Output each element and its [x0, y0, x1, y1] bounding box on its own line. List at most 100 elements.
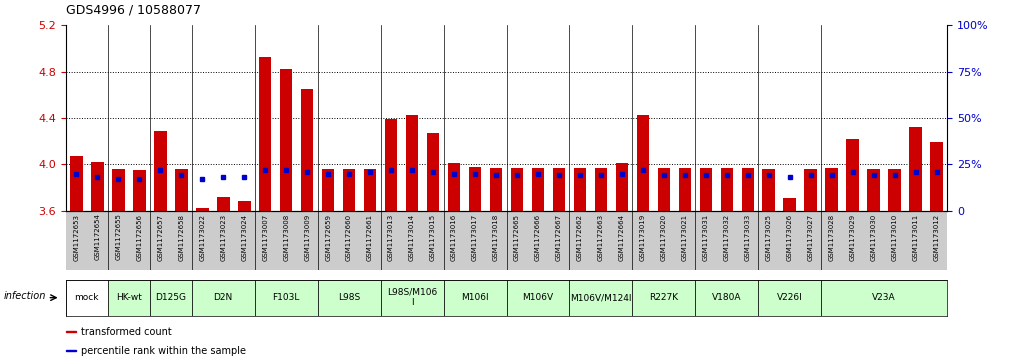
Bar — [381, 280, 444, 316]
Bar — [783, 198, 796, 211]
Bar — [196, 208, 209, 211]
Bar — [91, 162, 103, 211]
Text: GSM1173012: GSM1173012 — [934, 213, 940, 261]
Text: GSM1173029: GSM1173029 — [850, 213, 856, 261]
Text: R227K: R227K — [649, 293, 679, 302]
Text: GSM1173025: GSM1173025 — [766, 213, 772, 261]
Bar — [553, 168, 565, 211]
Bar — [66, 331, 76, 333]
Bar — [657, 168, 671, 211]
Text: M106I: M106I — [461, 293, 489, 302]
Text: L98S: L98S — [338, 293, 361, 302]
Bar — [107, 280, 150, 316]
Text: GSM1172653: GSM1172653 — [73, 213, 79, 261]
Text: GSM1173017: GSM1173017 — [472, 213, 478, 261]
Bar — [406, 114, 418, 211]
Text: GSM1172657: GSM1172657 — [157, 213, 163, 261]
Text: GSM1173008: GSM1173008 — [284, 213, 289, 261]
Bar — [175, 169, 187, 211]
Text: GSM1172667: GSM1172667 — [556, 213, 562, 261]
Bar — [763, 169, 775, 211]
Text: GSM1173015: GSM1173015 — [431, 213, 436, 261]
Text: GSM1173033: GSM1173033 — [745, 213, 751, 261]
Bar — [847, 139, 859, 211]
Text: mock: mock — [75, 293, 99, 302]
Bar — [632, 280, 695, 316]
Bar — [259, 57, 271, 211]
Text: GSM1172660: GSM1172660 — [346, 213, 353, 261]
Bar — [759, 280, 822, 316]
Text: percentile rank within the sample: percentile rank within the sample — [81, 346, 246, 356]
Text: GSM1172655: GSM1172655 — [115, 213, 122, 260]
Bar — [679, 168, 691, 211]
Bar — [910, 127, 922, 211]
Bar — [70, 156, 83, 211]
Bar — [444, 280, 506, 316]
Bar — [573, 168, 587, 211]
Text: GSM1173018: GSM1173018 — [493, 213, 499, 261]
Bar — [822, 280, 947, 316]
Bar — [469, 167, 481, 211]
Bar — [804, 169, 817, 211]
Bar — [154, 131, 166, 211]
Bar — [867, 169, 880, 211]
Text: GSM1173032: GSM1173032 — [724, 213, 729, 261]
Text: D2N: D2N — [214, 293, 233, 302]
Bar — [636, 114, 649, 211]
Text: GSM1173022: GSM1173022 — [200, 213, 206, 261]
Text: F103L: F103L — [272, 293, 300, 302]
Text: GSM1173023: GSM1173023 — [220, 213, 226, 261]
Text: V23A: V23A — [872, 293, 897, 302]
Text: GSM1173026: GSM1173026 — [787, 213, 793, 261]
Bar — [133, 170, 146, 211]
Text: V226I: V226I — [777, 293, 802, 302]
Text: GSM1173010: GSM1173010 — [891, 213, 898, 261]
Bar — [700, 168, 712, 211]
Text: GSM1173011: GSM1173011 — [913, 213, 919, 261]
Text: GSM1172666: GSM1172666 — [535, 213, 541, 261]
Text: M106V/M124I: M106V/M124I — [570, 293, 632, 302]
Bar — [254, 280, 318, 316]
Bar — [66, 350, 76, 351]
Text: GSM1173028: GSM1173028 — [829, 213, 835, 261]
Text: GSM1173020: GSM1173020 — [660, 213, 667, 261]
Bar — [595, 168, 607, 211]
Text: HK-wt: HK-wt — [115, 293, 142, 302]
Bar — [489, 168, 502, 211]
Text: GSM1172654: GSM1172654 — [94, 213, 100, 260]
Bar — [888, 169, 901, 211]
Text: GSM1173024: GSM1173024 — [241, 213, 247, 261]
Bar — [238, 201, 250, 211]
Bar — [301, 89, 313, 211]
Text: GDS4996 / 10588077: GDS4996 / 10588077 — [66, 4, 201, 17]
Text: L98S/M106
I: L98S/M106 I — [387, 288, 438, 307]
Text: infection: infection — [3, 291, 46, 301]
Bar — [385, 119, 397, 211]
Bar — [448, 163, 460, 211]
Bar — [506, 280, 569, 316]
Text: GSM1173009: GSM1173009 — [304, 213, 310, 261]
Text: GSM1173013: GSM1173013 — [388, 213, 394, 261]
Bar — [322, 169, 334, 211]
Text: D125G: D125G — [155, 293, 186, 302]
Text: GSM1173014: GSM1173014 — [409, 213, 415, 261]
Bar — [318, 280, 381, 316]
Bar — [364, 169, 377, 211]
Bar — [616, 163, 628, 211]
Bar — [720, 168, 733, 211]
Text: GSM1172661: GSM1172661 — [367, 213, 373, 261]
Text: GSM1172663: GSM1172663 — [598, 213, 604, 261]
Text: GSM1172662: GSM1172662 — [577, 213, 582, 261]
Bar — [532, 168, 544, 211]
Text: GSM1172664: GSM1172664 — [619, 213, 625, 261]
Bar — [66, 280, 107, 316]
Text: GSM1173019: GSM1173019 — [640, 213, 646, 261]
Bar — [826, 168, 838, 211]
Text: V180A: V180A — [712, 293, 742, 302]
Text: GSM1173016: GSM1173016 — [451, 213, 457, 261]
Bar — [217, 197, 230, 211]
Text: transformed count: transformed count — [81, 327, 171, 337]
Bar — [191, 280, 254, 316]
Bar — [742, 168, 754, 211]
Bar — [342, 169, 356, 211]
